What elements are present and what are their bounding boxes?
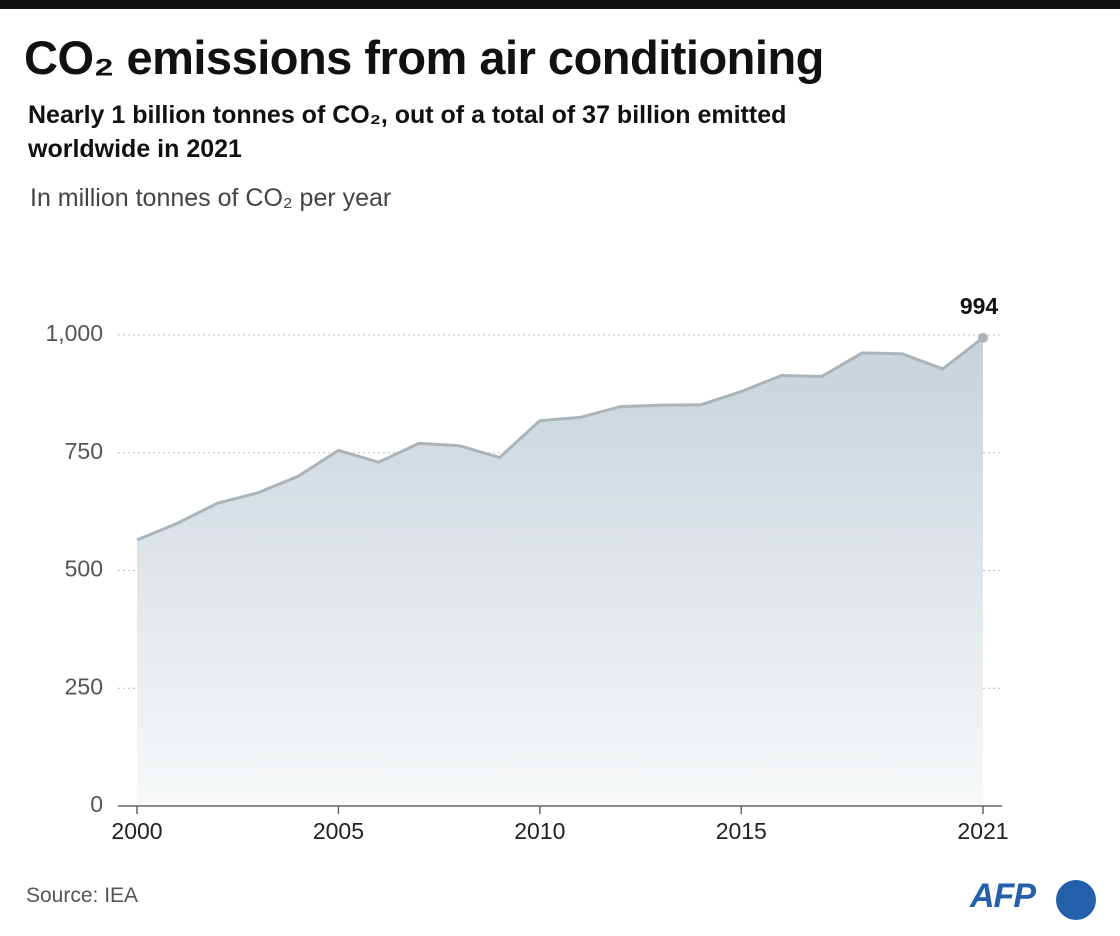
- area: [137, 337, 983, 806]
- y-tick-label: 500: [65, 556, 103, 582]
- y-tick-label: 750: [65, 438, 103, 464]
- x-tick-label: 2015: [716, 818, 767, 844]
- logo-dot: [1056, 880, 1096, 920]
- x-tick-label: 2021: [957, 818, 1008, 844]
- top-bar: [0, 0, 1120, 9]
- x-tick-label: 2000: [111, 818, 162, 844]
- data-label: 994: [960, 293, 999, 319]
- source: Source: IEA: [26, 884, 139, 907]
- chart-title: CO₂ emissions from air conditioning: [24, 31, 824, 84]
- y-tick-label: 0: [90, 791, 103, 817]
- y-tick-label: 250: [65, 673, 103, 699]
- x-tick-label: 2010: [514, 818, 565, 844]
- line: [136, 336, 984, 542]
- chart-subtitle: Nearly 1 billion tonnes of CO₂, out of a…: [28, 101, 787, 163]
- y-axis-label: In million tonnes of CO₂ per year: [30, 184, 392, 212]
- end-point: [978, 332, 988, 343]
- x-tick-label: 2005: [313, 818, 364, 844]
- y-tick-label: 1,000: [45, 320, 103, 346]
- logo: AFP: [970, 877, 1036, 915]
